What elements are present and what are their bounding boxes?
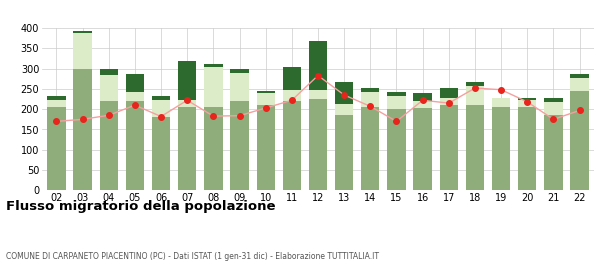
Text: COMUNE DI CARPANETO PIACENTINO (PC) - Dati ISTAT (1 gen-31 dic) - Elaborazione T: COMUNE DI CARPANETO PIACENTINO (PC) - Da…: [6, 252, 379, 261]
Bar: [518, 98, 536, 100]
Bar: [388, 109, 406, 190]
Bar: [492, 98, 510, 107]
Legend: Iscritti (da altri comuni), Iscritti (dall'estero), Iscritti (altri), Cancellati: Iscritti (da altri comuni), Iscritti (da…: [101, 0, 535, 3]
Bar: [388, 92, 406, 96]
Bar: [413, 101, 432, 108]
Bar: [466, 81, 484, 86]
Bar: [283, 90, 301, 101]
Bar: [413, 108, 432, 190]
Bar: [47, 107, 65, 190]
Bar: [152, 96, 170, 100]
Bar: [204, 67, 223, 107]
Bar: [283, 67, 301, 90]
Bar: [100, 75, 118, 101]
Bar: [440, 105, 458, 190]
Bar: [544, 102, 563, 115]
Bar: [73, 31, 92, 33]
Bar: [204, 64, 223, 67]
Bar: [100, 69, 118, 75]
Bar: [257, 91, 275, 93]
Bar: [126, 92, 144, 101]
Bar: [413, 93, 432, 101]
Text: Flusso migratorio della popolazione: Flusso migratorio della popolazione: [6, 200, 275, 213]
Bar: [230, 73, 248, 101]
Bar: [361, 92, 379, 107]
Bar: [283, 101, 301, 190]
Bar: [230, 101, 248, 190]
Bar: [335, 104, 353, 115]
Bar: [257, 93, 275, 105]
Bar: [571, 74, 589, 78]
Bar: [73, 33, 92, 69]
Bar: [152, 100, 170, 117]
Bar: [361, 88, 379, 92]
Bar: [571, 78, 589, 91]
Bar: [100, 101, 118, 190]
Bar: [518, 100, 536, 107]
Bar: [178, 100, 196, 107]
Bar: [544, 115, 563, 190]
Bar: [518, 107, 536, 190]
Bar: [47, 100, 65, 107]
Bar: [571, 91, 589, 190]
Bar: [361, 107, 379, 190]
Bar: [230, 69, 248, 73]
Bar: [152, 117, 170, 190]
Bar: [544, 98, 563, 102]
Bar: [126, 101, 144, 190]
Bar: [466, 105, 484, 190]
Bar: [335, 81, 353, 104]
Bar: [178, 107, 196, 190]
Bar: [47, 96, 65, 100]
Bar: [73, 69, 92, 190]
Bar: [388, 96, 406, 109]
Bar: [309, 41, 327, 90]
Bar: [466, 86, 484, 105]
Bar: [492, 107, 510, 190]
Bar: [335, 115, 353, 190]
Bar: [440, 98, 458, 105]
Bar: [440, 88, 458, 98]
Bar: [257, 105, 275, 190]
Bar: [178, 61, 196, 100]
Bar: [309, 99, 327, 190]
Bar: [204, 107, 223, 190]
Bar: [126, 74, 144, 92]
Bar: [309, 90, 327, 99]
